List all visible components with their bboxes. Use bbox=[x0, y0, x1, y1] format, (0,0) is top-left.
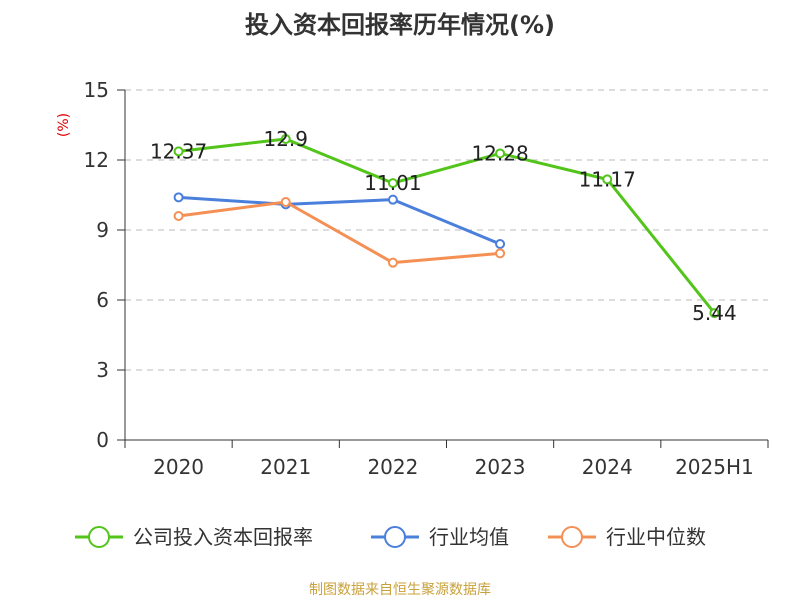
series-0-point-2020 bbox=[173, 146, 184, 157]
series-2-point-2021 bbox=[280, 197, 291, 207]
x-tick-label-2024: 2024 bbox=[582, 455, 633, 479]
y-tick-label-12: 12 bbox=[84, 148, 109, 172]
y-tick-label-15: 15 bbox=[84, 78, 109, 102]
legend: 公司投入资本回报率 行业均值 行业中位数 bbox=[75, 525, 706, 549]
series-line-1 bbox=[178, 195, 501, 246]
x-tick-label-2022: 2022 bbox=[367, 455, 418, 479]
legend-label-1: 行业均值 bbox=[429, 525, 509, 549]
data-source-note: 制图数据来自恒生聚源数据库 bbox=[309, 582, 491, 598]
series-0-point-2023 bbox=[495, 148, 506, 159]
legend-label-0: 公司投入资本回报率 bbox=[133, 525, 313, 549]
data-labels: 12.37 12.9 11.01 12.28 11.17 5.44 bbox=[150, 127, 737, 325]
axes: 0 3 6 9 12 15 2020 2021 2022 2023 2024 2025H1 bbox=[84, 78, 769, 479]
x-tick-label-2021: 2021 bbox=[260, 455, 311, 479]
series-1-point-2022 bbox=[387, 194, 398, 205]
series-lines bbox=[173, 134, 720, 319]
y-tick-label-0: 0 bbox=[96, 428, 109, 452]
x-tick-label-2023: 2023 bbox=[475, 455, 526, 479]
data-label-2020: 12.37 bbox=[150, 139, 207, 163]
series-0-point-2021 bbox=[280, 134, 291, 144]
y-tick-label-9: 9 bbox=[96, 218, 109, 242]
series-0-point-2022 bbox=[387, 178, 398, 189]
series-0-point-2024 bbox=[602, 174, 613, 185]
x-tick-label-2025H1: 2025H1 bbox=[675, 455, 754, 479]
data-label-2024: 11.17 bbox=[579, 167, 636, 191]
legend-marker-0 bbox=[88, 526, 110, 548]
legend-marker-1 bbox=[384, 526, 406, 548]
series-1-point-2023 bbox=[495, 239, 506, 249]
y-tick-label-3: 3 bbox=[96, 358, 109, 382]
x-tick-label-2020: 2020 bbox=[153, 455, 204, 479]
data-label-2022: 11.01 bbox=[364, 171, 421, 195]
y-tick-label-6: 6 bbox=[96, 288, 109, 312]
y-axis-unit-label: (%) bbox=[56, 113, 72, 137]
series-line-0 bbox=[178, 137, 716, 315]
series-0-point-2025H1 bbox=[709, 308, 720, 319]
series-2-point-2023 bbox=[495, 248, 506, 259]
data-label-2021: 12.9 bbox=[263, 127, 308, 151]
series-line-2 bbox=[178, 200, 501, 265]
data-label-2025H1: 5.44 bbox=[692, 301, 737, 325]
series-1-point-2020 bbox=[173, 192, 184, 203]
grid-lines bbox=[125, 89, 768, 371]
data-label-2023: 12.28 bbox=[471, 141, 528, 165]
series-2-point-2022 bbox=[387, 257, 398, 268]
series-2-point-2020 bbox=[173, 211, 184, 221]
legend-marker-2 bbox=[561, 526, 583, 548]
chart-title: 投入资本回报率历年情况(%) bbox=[245, 11, 555, 39]
legend-label-2: 行业中位数 bbox=[606, 525, 706, 549]
